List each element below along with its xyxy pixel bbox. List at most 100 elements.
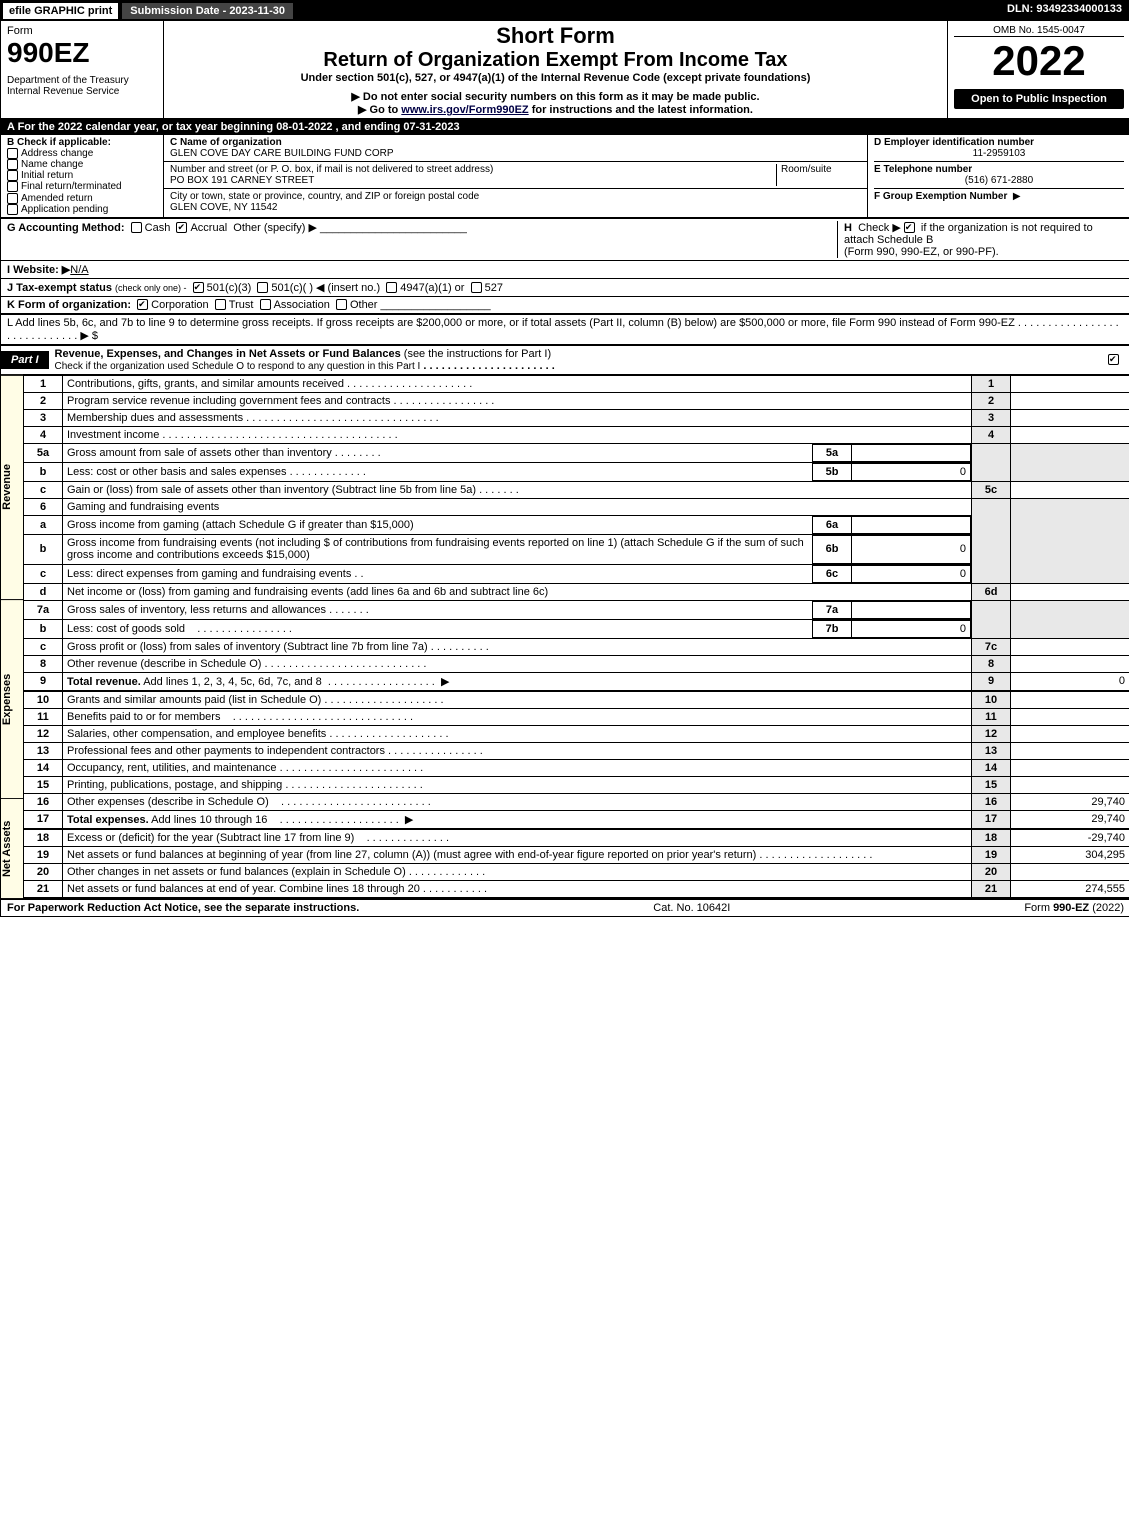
form-990ez-page: efile GRAPHIC print Submission Date - 20… [0,0,1129,917]
street-row: Number and street (or P. O. box, if mail… [164,162,867,189]
inspection-badge: Open to Public Inspection [954,89,1124,109]
phone-value: (516) 671-2880 [874,175,1124,186]
dept-label: Department of the Treasury [7,75,157,86]
omb-number: OMB No. 1545-0047 [954,25,1124,37]
line-a: A For the 2022 calendar year, or tax yea… [1,119,1129,135]
revenue-label: Revenue [1,375,23,599]
top-bar: efile GRAPHIC print Submission Date - 20… [1,1,1129,21]
line-h: H Check ▶ if the organization is not req… [837,221,1124,258]
line-g-h: G Accounting Method: Cash Accrual Other … [1,218,1129,260]
part-i-body: Revenue Expenses Net Assets 1Contributio… [1,375,1129,898]
chk-application-pending[interactable]: Application pending [7,204,157,215]
chk-accrual[interactable] [176,222,187,233]
line-6d: dNet income or (loss) from gaming and fu… [24,583,1129,600]
chk-cash[interactable] [131,222,142,233]
f-arrow: ▶ [1013,191,1021,202]
short-form-title: Short Form [170,23,941,49]
expenses-label: Expenses [1,599,23,799]
chk-527[interactable] [471,282,482,293]
c-label: C Name of organization [170,137,861,148]
irs-label: Internal Revenue Service [7,86,157,97]
chk-amended-return[interactable]: Amended return [7,193,157,204]
line-6a: aGross income from gaming (attach Schedu… [24,515,1129,534]
section-labels: Revenue Expenses Net Assets [1,375,23,898]
line-21: 21Net assets or fund balances at end of … [24,880,1129,897]
line-k: K Form of organization: Corporation Trus… [1,296,1129,314]
line-13: 13Professional fees and other payments t… [24,742,1129,759]
column-def: D Employer identification number 11-2959… [868,135,1129,217]
chk-4947[interactable] [386,282,397,293]
chk-address-change[interactable]: Address change [7,148,157,159]
city-row: City or town, state or province, country… [164,189,867,215]
spacer [295,1,999,21]
line-12: 12Salaries, other compensation, and empl… [24,725,1129,742]
dln-label: DLN: 93492334000133 [999,1,1129,21]
b-label: B Check if applicable: [7,137,157,148]
line-10: 10Grants and similar amounts paid (list … [24,691,1129,709]
street-value: PO BOX 191 CARNEY STREET [170,175,776,186]
line-14: 14Occupancy, rent, utilities, and mainte… [24,759,1129,776]
f-label: F Group Exemption Number [874,191,1007,202]
website-value: N/A [70,264,88,276]
line-6: 6Gaming and fundraising events [24,498,1129,515]
header-left: Form 990EZ Department of the Treasury In… [1,21,164,118]
line-7c: cGross profit or (loss) from sales of in… [24,638,1129,655]
line-9: 9Total revenue. Add lines 1, 2, 3, 4, 5c… [24,672,1129,691]
tax-year: 2022 [954,37,1124,85]
chk-final-return[interactable]: Final return/terminated [7,181,157,192]
part-i-header: Part I Revenue, Expenses, and Changes in… [1,344,1129,375]
line-5a: 5aGross amount from sale of assets other… [24,443,1129,462]
chk-initial-return[interactable]: Initial return [7,170,157,181]
footer-right: Form 990-EZ (2022) [1024,902,1124,914]
line-2: 2Program service revenue including gover… [24,392,1129,409]
f-row: F Group Exemption Number ▶ [874,188,1124,202]
chk-other-org[interactable] [336,299,347,310]
chk-association[interactable] [260,299,271,310]
city-label: City or town, state or province, country… [170,191,861,202]
chk-corporation[interactable] [137,299,148,310]
form-title: Return of Organization Exempt From Incom… [170,49,941,72]
line-18: 18Excess or (deficit) for the year (Subt… [24,829,1129,847]
ein-value: 11-2959103 [874,148,1124,159]
column-c: C Name of organization GLEN COVE DAY CAR… [164,135,868,217]
line-g: G Accounting Method: Cash Accrual Other … [7,221,837,258]
line-5b: bLess: cost or other basis and sales exp… [24,462,1129,481]
line-19: 19Net assets or fund balances at beginni… [24,846,1129,863]
efile-print-button[interactable]: efile GRAPHIC print [1,1,120,21]
line-8: 8Other revenue (describe in Schedule O) … [24,655,1129,672]
form-word: Form [7,25,157,37]
chk-name-change[interactable]: Name change [7,159,157,170]
chk-501c3[interactable] [193,282,204,293]
header-middle: Short Form Return of Organization Exempt… [164,21,948,118]
chk-schedule-b[interactable] [904,222,915,233]
chk-501c[interactable] [257,282,268,293]
line-l: L Add lines 5b, 6c, and 7b to line 9 to … [1,314,1129,344]
line-17: 17Total expenses. Add lines 10 through 1… [24,810,1129,829]
city-value: GLEN COVE, NY 11542 [170,202,861,213]
line-6c: cLess: direct expenses from gaming and f… [24,564,1129,583]
footer-left: For Paperwork Reduction Act Notice, see … [7,902,359,914]
part-i-title: Revenue, Expenses, and Changes in Net As… [49,346,561,374]
form-number: 990EZ [7,37,157,69]
lines-table: 1Contributions, gifts, grants, and simil… [23,375,1129,898]
part-i-label: Part I [1,351,49,369]
chk-trust[interactable] [215,299,226,310]
line-15: 15Printing, publications, postage, and s… [24,776,1129,793]
line-1: 1Contributions, gifts, grants, and simil… [24,375,1129,392]
page-footer: For Paperwork Reduction Act Notice, see … [1,898,1129,916]
line-6b: bGross income from fundraising events (n… [24,534,1129,564]
line-11: 11Benefits paid to or for members . . . … [24,708,1129,725]
line-7a: 7aGross sales of inventory, less returns… [24,600,1129,619]
form-subtitle: Under section 501(c), 527, or 4947(a)(1)… [170,72,941,84]
e-label: E Telephone number [874,161,1124,175]
irs-link[interactable]: www.irs.gov/Form990EZ [401,104,528,116]
d-label: D Employer identification number [874,137,1124,148]
line-4: 4Investment income . . . . . . . . . . .… [24,426,1129,443]
form-header: Form 990EZ Department of the Treasury In… [1,21,1129,119]
line-20: 20Other changes in net assets or fund ba… [24,863,1129,880]
room-label: Room/suite [776,164,861,186]
footer-mid: Cat. No. 10642I [653,902,730,914]
chk-schedule-o[interactable] [1108,354,1119,365]
org-name: GLEN COVE DAY CARE BUILDING FUND CORP [170,148,861,159]
line-7b: bLess: cost of goods sold . . . . . . . … [24,619,1129,638]
